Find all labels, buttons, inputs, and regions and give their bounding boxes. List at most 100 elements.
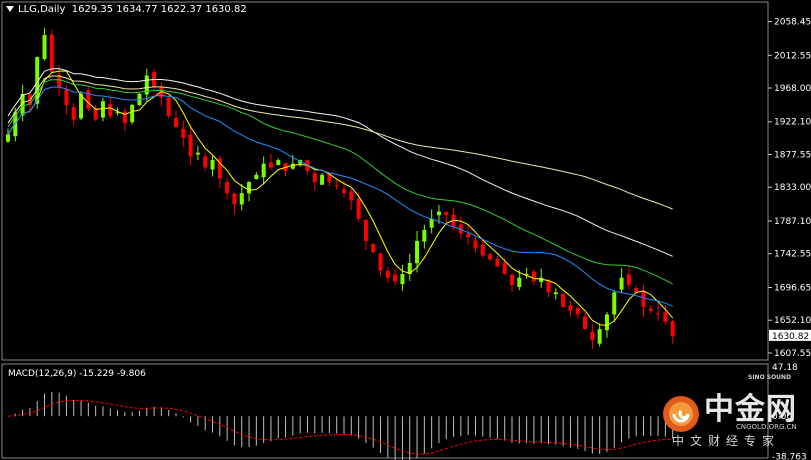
candle-body: [604, 314, 609, 331]
main-plot-frame: [1, 1, 769, 361]
candle-body: [400, 273, 405, 285]
y-tick-label: 1968.00: [774, 84, 811, 94]
candle-body: [444, 211, 449, 216]
candle-body: [268, 162, 273, 168]
candle-body: [144, 75, 149, 95]
candle-body: [195, 152, 200, 155]
candle-body: [510, 274, 514, 286]
candle-body: [648, 308, 653, 311]
ma-khaki-line: [7, 75, 673, 210]
candle-body: [342, 189, 346, 194]
y-tick-label: 1922.10: [774, 118, 811, 128]
candle-body: [181, 128, 186, 138]
candle-body: [20, 93, 25, 116]
candle-body: [495, 259, 500, 267]
candle-body: [108, 104, 113, 116]
candle-body: [393, 274, 398, 282]
y-tick-label: 1833.00: [774, 183, 811, 193]
y-tick-label: 1652.10: [774, 316, 811, 326]
candle-body: [415, 240, 420, 264]
candle-body: [239, 193, 244, 205]
candle-body: [670, 321, 675, 337]
candle-body: [561, 293, 566, 308]
candle-body: [35, 57, 40, 104]
candle-body: [320, 174, 325, 185]
y-tick-label: 2012.55: [774, 51, 811, 61]
candle-body: [86, 90, 91, 109]
ma-white-line: [7, 68, 673, 257]
y-tick-label: 1696.65: [774, 283, 811, 293]
candle-body: [312, 173, 317, 183]
candle-body: [356, 198, 361, 219]
candle-body: [619, 277, 624, 290]
y-tick-label: 2058.45: [774, 18, 811, 28]
candle-body: [422, 229, 427, 242]
logo-subtitle-text: 中文财经专家: [672, 434, 781, 448]
candle-body: [378, 253, 383, 271]
candle-body: [407, 262, 412, 275]
current-price-label: 1630.82: [772, 332, 809, 342]
candle-body: [597, 329, 602, 344]
candle-body: [261, 163, 266, 178]
candle-body: [290, 163, 295, 169]
candle-body: [276, 160, 281, 165]
candle-body: [385, 270, 390, 278]
dropdown-triangle-icon[interactable]: [6, 6, 14, 12]
candle-body: [217, 158, 222, 179]
y-tick-label: 1877.55: [774, 150, 811, 160]
candle-body: [371, 243, 376, 252]
candle-body: [531, 271, 536, 282]
macd-y-tick-label: 47.18: [772, 363, 798, 373]
candle-body: [429, 218, 434, 228]
candle-body: [115, 112, 120, 114]
candle-body: [210, 160, 215, 170]
y-tick-label: 1787.10: [774, 217, 811, 227]
macd-y-tick-label: -38.763: [772, 453, 807, 460]
candle-body: [13, 112, 18, 137]
candle-body: [663, 312, 668, 322]
logo-english-text: SINO SOUND: [748, 374, 792, 381]
macd-signal-line: [7, 400, 673, 455]
candle-body: [349, 191, 354, 201]
ma-green-line: [7, 79, 673, 285]
candle-body: [641, 290, 646, 308]
candle-body: [626, 274, 631, 286]
y-tick-label: 1742.55: [774, 250, 811, 260]
candle-body: [79, 93, 84, 119]
candle-body: [42, 35, 47, 60]
candle-body: [539, 277, 544, 282]
candle-body: [174, 117, 178, 127]
candle-body: [575, 307, 580, 315]
candle-body: [480, 244, 485, 256]
candle-body: [188, 134, 193, 157]
candle-body: [203, 156, 208, 168]
ma-blue-line: [7, 86, 673, 307]
candle-body: [553, 292, 558, 295]
candle-body: [166, 97, 171, 116]
candle-body: [232, 193, 237, 205]
candle-body: [334, 184, 339, 186]
logo-url-text: CNGOLD.ORG.CN: [736, 423, 797, 431]
current-price-box: [769, 329, 811, 341]
candle-body: [71, 107, 76, 120]
candle-body: [93, 108, 98, 120]
candle-body: [583, 316, 588, 330]
macd-indicator-label: MACD(12,26,9) -15.229 -9.806: [8, 369, 146, 379]
y-tick-label: 1607.55: [774, 349, 811, 359]
logo-brand-text: 中金网: [704, 392, 797, 427]
candle-body: [436, 211, 441, 216]
candle-body: [546, 280, 551, 293]
logo-emblem-icon: [663, 396, 699, 432]
candle-body: [363, 219, 368, 241]
candle-body: [225, 182, 230, 194]
candle-body: [6, 134, 10, 142]
candle-body: [100, 101, 105, 118]
candle-body: [634, 288, 639, 293]
candle-body: [590, 331, 595, 341]
candle-body: [247, 182, 252, 194]
candle-body: [568, 305, 573, 311]
macd-y-tick-label: 0.00: [772, 412, 792, 422]
ohlc-values: 1629.35 1634.77 1622.37 1630.82: [71, 4, 247, 15]
ma-fast-line: [7, 70, 674, 326]
